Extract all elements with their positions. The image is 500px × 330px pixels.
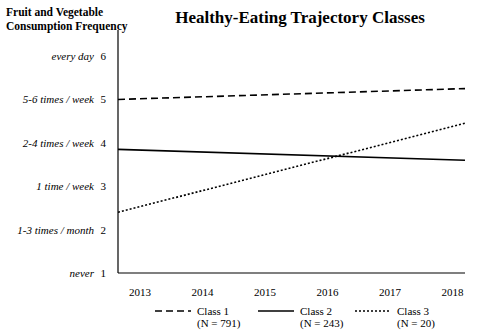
legend-swatch <box>258 310 294 312</box>
series-line <box>118 89 465 100</box>
y-tick-number: 4 <box>101 137 107 149</box>
y-axis-line <box>117 30 118 273</box>
y-tick-number: 3 <box>101 180 107 192</box>
text-line: Consumption Frequency <box>6 20 128 33</box>
y-tick-number: 1 <box>101 267 107 279</box>
legend-label: Class 1(N = 791) <box>197 305 241 330</box>
y-axis-label: Fruit and VegetableConsumption Frequency <box>6 6 128 33</box>
y-tick-label: 1 time / week <box>36 180 95 192</box>
legend-swatch <box>355 310 391 312</box>
y-tick-label: 2-4 times / week <box>23 137 95 149</box>
chart-title: Healthy-Eating Trajectory Classes <box>175 8 425 27</box>
text-line: (N = 243) <box>300 317 344 330</box>
x-tick-label: 2015 <box>254 286 277 298</box>
text-line: Class 2 <box>300 305 332 317</box>
x-axis-line <box>118 272 465 273</box>
x-tick-label: 2017 <box>379 286 402 298</box>
text-line: (N = 20) <box>397 317 435 330</box>
legend-label: Class 3(N = 20) <box>397 305 435 330</box>
chart-container: Healthy-Eating Trajectory Classes Fruit a… <box>0 0 500 330</box>
x-tick-label: 2013 <box>129 286 152 298</box>
text-line: Fruit and Vegetable <box>6 6 103 19</box>
chart-svg: Healthy-Eating Trajectory Classes Fruit a… <box>0 0 500 330</box>
series-line <box>118 123 465 212</box>
y-tick-label: 1-3 times / month <box>17 224 94 236</box>
series-group <box>118 89 465 213</box>
series-line <box>118 149 465 160</box>
y-tick-number: 2 <box>101 224 107 236</box>
y-tick-label: 5-6 times / week <box>23 93 95 105</box>
y-tick-number: 5 <box>101 93 107 105</box>
y-tick-label: every day <box>52 50 95 62</box>
text-line: Class 3 <box>397 305 430 317</box>
y-tick-number: 6 <box>101 50 107 62</box>
x-tick-label: 2018 <box>441 286 464 298</box>
legend-label: Class 2(N = 243) <box>300 305 344 330</box>
x-tick-label: 2016 <box>316 286 339 298</box>
text-line: Class 1 <box>197 305 229 317</box>
legend-swatch <box>155 310 191 312</box>
text-line: (N = 791) <box>197 317 241 330</box>
x-tick-label: 2014 <box>191 286 214 298</box>
y-tick-label: never <box>70 267 95 279</box>
